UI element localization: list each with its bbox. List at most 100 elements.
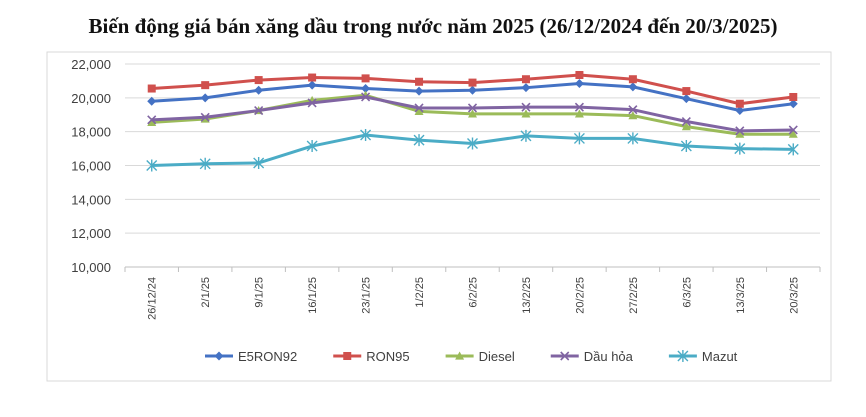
- series-dầu-hỏa: [147, 92, 798, 136]
- y-tick-label: 22,000: [71, 57, 111, 72]
- data-point: [788, 129, 798, 138]
- data-point: [681, 94, 691, 104]
- legend-label: RON95: [366, 349, 409, 364]
- data-point: [575, 70, 584, 79]
- y-tick-label: 16,000: [71, 159, 111, 174]
- x-tick-label: 6/2/25: [468, 277, 480, 308]
- data-point: [681, 116, 691, 127]
- series-group: [146, 70, 799, 172]
- legend-marker: [214, 351, 224, 361]
- data-point: [307, 98, 317, 108]
- legend-label: Dầu hỏa: [584, 349, 634, 364]
- legend-item: RON95: [333, 349, 410, 364]
- x-tick-label: 16/1/25: [307, 277, 319, 314]
- x-tick-label: 2/1/25: [200, 277, 212, 308]
- series-ron95: [147, 70, 798, 108]
- data-point: [788, 99, 798, 109]
- x-tick-label: 27/2/25: [628, 277, 640, 314]
- data-point: [734, 142, 746, 155]
- data-point: [361, 74, 370, 83]
- data-point: [147, 96, 157, 106]
- data-point: [682, 87, 691, 96]
- x-axis-ticks: 26/12/24 2/1/25 9/1/25 16/1/25 23/1/25 1/2/25…: [147, 277, 801, 320]
- x-tick-label: 6/3/25: [681, 277, 693, 308]
- y-axis-ticks: 10,000 12,000 14,000 16,000 18,000 20,000 22,0…: [71, 57, 111, 275]
- data-point: [254, 85, 264, 95]
- data-point: [521, 83, 531, 93]
- data-point: [574, 109, 584, 118]
- data-point: [199, 157, 211, 170]
- data-point: [413, 134, 425, 147]
- x-tick-label: 20/2/25: [574, 277, 586, 314]
- data-point: [789, 92, 798, 101]
- data-point: [574, 78, 584, 88]
- data-point: [467, 137, 478, 150]
- axes: [124, 266, 821, 272]
- data-point: [735, 99, 744, 108]
- x-tick-label: 13/2/25: [521, 277, 533, 314]
- data-point: [147, 115, 157, 125]
- data-point: [200, 93, 210, 103]
- data-point: [787, 143, 799, 156]
- x-tick-label: 26/12/24: [147, 277, 159, 320]
- legend-label: Diesel: [479, 349, 515, 364]
- data-point: [468, 109, 477, 118]
- x-tick-label: 23/1/25: [361, 277, 373, 314]
- data-point: [414, 103, 424, 113]
- y-tick-label: 18,000: [71, 125, 111, 140]
- data-point: [627, 132, 639, 145]
- data-point: [521, 75, 530, 84]
- data-point: [414, 86, 424, 96]
- legend-label: E5RON92: [238, 349, 297, 364]
- data-point: [735, 106, 745, 116]
- x-tick-label: 1/2/25: [414, 277, 426, 308]
- data-point: [573, 132, 585, 145]
- grid-lines: [125, 63, 820, 234]
- legend-item: Diesel: [445, 349, 515, 364]
- x-tick-label: 9/1/25: [254, 277, 266, 308]
- data-point: [361, 84, 371, 94]
- series-e5ron92: [147, 78, 798, 116]
- data-point: [147, 117, 157, 126]
- y-tick-label: 20,000: [71, 91, 111, 106]
- x-tick-label: 13/3/25: [735, 277, 747, 314]
- data-point: [467, 103, 478, 113]
- data-point: [254, 76, 263, 85]
- data-point: [468, 78, 477, 87]
- chart-title: Biến động giá bán xăng dầu trong nước nă…: [88, 14, 778, 38]
- data-point: [628, 105, 638, 115]
- data-point: [520, 129, 532, 142]
- data-point: [146, 159, 158, 172]
- data-point: [147, 84, 156, 93]
- legend: E5RON92 RON95 Diesel Dầu hỏa Mazut: [205, 349, 738, 364]
- data-point: [735, 126, 745, 136]
- data-point: [468, 85, 477, 95]
- data-point: [253, 156, 265, 169]
- data-point: [306, 140, 318, 153]
- legend-item: E5RON92: [205, 349, 297, 364]
- data-point: [628, 111, 638, 120]
- y-tick-label: 12,000: [71, 226, 111, 241]
- data-point: [200, 112, 210, 122]
- data-point: [681, 122, 691, 131]
- data-point: [788, 125, 798, 135]
- data-point: [254, 105, 264, 116]
- legend-marker: [455, 351, 465, 360]
- legend-label: Mazut: [702, 349, 738, 364]
- data-point: [201, 81, 210, 90]
- series-mazut: [146, 129, 799, 172]
- data-point: [308, 73, 317, 82]
- data-point: [521, 109, 531, 118]
- data-point: [307, 80, 317, 90]
- y-tick-label: 10,000: [71, 260, 111, 275]
- legend-item: Mazut: [668, 349, 738, 364]
- data-point: [360, 129, 372, 142]
- x-tick-label: 20/3/25: [788, 277, 800, 314]
- data-point: [415, 77, 424, 86]
- data-point: [574, 102, 584, 112]
- y-tick-label: 14,000: [71, 192, 111, 207]
- legend-marker: [560, 351, 570, 361]
- data-point: [521, 102, 531, 112]
- legend-marker: [677, 350, 689, 362]
